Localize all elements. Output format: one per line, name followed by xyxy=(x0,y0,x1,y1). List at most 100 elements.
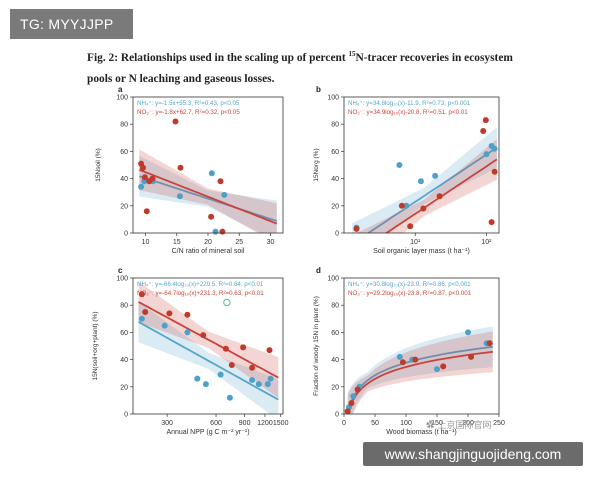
confidence-band-no3 xyxy=(347,331,493,414)
y-axis-label: 15N(soil+org+plant) (%) xyxy=(92,311,99,380)
data-point-no3 xyxy=(138,291,145,298)
confidence-band-nh4 xyxy=(352,127,497,233)
y-tick-label: 40 xyxy=(120,176,128,183)
x-tick-label: 100 xyxy=(400,420,412,427)
data-point-nh4 xyxy=(264,381,271,388)
data-point-nh4 xyxy=(434,366,440,373)
x-axis-label: C/N ratio of mineral soil xyxy=(172,248,245,255)
data-point-no3 xyxy=(208,213,215,220)
data-point-no3 xyxy=(344,408,351,415)
fit-line-nh4 xyxy=(366,146,498,233)
y-tick-label: 0 xyxy=(335,231,339,238)
data-point-nh4 xyxy=(350,393,357,400)
data-point-nh4 xyxy=(202,381,209,388)
data-point-no3 xyxy=(488,219,495,226)
plot-frame xyxy=(132,277,284,415)
open-point-nh4 xyxy=(223,298,231,307)
y-tick-label: 60 xyxy=(120,330,128,337)
data-point-nh4 xyxy=(138,183,145,190)
watermark-logo-icon: ✿ xyxy=(426,420,438,430)
x-tick-label: 25 xyxy=(235,239,243,246)
chart-panel-a: a 0 20 40 60 80 100 10 15 20 25 30 C/N ratio of mine… xyxy=(95,85,284,255)
y-tick-label: 40 xyxy=(331,357,339,364)
data-point-no3 xyxy=(398,202,405,209)
y-tick-label: 100 xyxy=(327,276,339,283)
x-tick-label: 150 xyxy=(431,420,443,427)
x-tick-label: 10 xyxy=(142,239,150,246)
data-point-no3 xyxy=(219,228,226,235)
panel-letter: a xyxy=(118,85,123,94)
data-point-no3 xyxy=(177,164,184,171)
data-point-no3 xyxy=(420,205,427,212)
data-point-no3 xyxy=(228,362,235,368)
y-tick-label: 20 xyxy=(120,203,128,210)
legend-entry-nh4: NH₄⁺: y=-66.4log₁₀(x)+220.5, R²=0.64, p<… xyxy=(137,281,264,288)
data-point-no3 xyxy=(141,174,148,181)
x-tick-label: 300 xyxy=(161,420,173,427)
panel-letter: d xyxy=(316,266,321,275)
data-point-no3 xyxy=(440,363,447,370)
data-point-nh4 xyxy=(194,375,201,382)
data-point-nh4 xyxy=(491,145,498,152)
data-point-no3 xyxy=(491,168,498,175)
chart-panel-d: d 0 20 40 60 80 100 0 50 100 150 200 250 Wood biomass… xyxy=(313,266,505,436)
data-point-no3 xyxy=(412,356,419,363)
x-tick-label: 600 xyxy=(210,420,222,427)
y-tick-label: 60 xyxy=(120,149,128,156)
data-point-nh4 xyxy=(396,162,403,168)
data-point-no3 xyxy=(486,340,493,347)
fit-group xyxy=(138,149,278,233)
fit-line-no3 xyxy=(138,168,278,225)
data-point-no3 xyxy=(354,386,361,393)
figure-title-superscript: 15 xyxy=(348,50,356,58)
plot-frame xyxy=(343,277,500,415)
x-tick-label: 30 xyxy=(267,239,275,246)
data-point-nh4 xyxy=(267,375,274,382)
data-point-no3 xyxy=(217,178,224,185)
x-tick-label: 1500 xyxy=(273,420,289,427)
x-axis-label: Annual NPP (g C m⁻² yr⁻¹) xyxy=(166,429,249,436)
chart-panel-c: c 0 20 40 60 80 100 300 600 900 1200 1500 Annual NPP… xyxy=(92,266,289,436)
source-tag: TG: MYYJJPP xyxy=(10,9,133,39)
data-point-nh4 xyxy=(483,151,490,158)
data-point-no3 xyxy=(482,117,489,124)
figure-title: Fig. 2: Relationships used in the scalin… xyxy=(87,44,527,90)
y-axis-label: 15Nsoil (%) xyxy=(95,148,102,182)
x-tick-label: 50 xyxy=(371,420,379,427)
y-tick-label: 40 xyxy=(120,357,128,364)
data-point-no3 xyxy=(480,128,487,134)
x-tick-label: 1200 xyxy=(257,420,273,427)
fit-line-nh4 xyxy=(138,321,279,401)
legend-entry-no3: NO₃⁻: y=-1.8x+62.7, R²=0.32, p<0.05 xyxy=(137,109,240,116)
x-axis-label: Wood biomass (t ha⁻¹) xyxy=(386,429,456,436)
fit-group xyxy=(138,281,279,414)
fit-line-no3 xyxy=(138,301,279,379)
data-point-nh4 xyxy=(249,377,256,383)
data-point-no3 xyxy=(142,309,149,315)
y-tick-label: 100 xyxy=(327,95,339,102)
y-tick-label: 60 xyxy=(331,330,339,337)
legend-entry-nh4: NH₄⁺: y=34.8log₁₀(x)-11.9, R²=0.73, p<0.… xyxy=(348,100,471,107)
confidence-band-nh4 xyxy=(139,155,277,233)
confidence-band-no3 xyxy=(139,149,277,233)
data-point-no3 xyxy=(172,118,179,125)
y-tick-label: 40 xyxy=(331,176,339,183)
x-axis-label: Soil organic layer mass (t ha⁻¹) xyxy=(373,248,470,255)
data-point-no3 xyxy=(407,223,414,230)
data-point-nh4 xyxy=(208,170,215,177)
watermark-logo-text: 上京国际官网 xyxy=(437,420,492,430)
x-tick-label: 0 xyxy=(342,420,346,427)
y-tick-label: 80 xyxy=(120,303,128,310)
data-point-no3 xyxy=(249,364,256,371)
x-tick-label: 20 xyxy=(204,239,212,246)
data-point-no3 xyxy=(149,175,156,182)
confidence-band-no3 xyxy=(357,139,497,233)
x-tick-label: 15 xyxy=(173,239,181,246)
data-point-nh4 xyxy=(217,371,224,378)
y-tick-label: 80 xyxy=(331,303,339,310)
data-point-nh4 xyxy=(226,394,233,401)
y-axis-label: Fraction of woody 15N in plant (%) xyxy=(313,296,320,396)
data-point-no3 xyxy=(140,164,146,171)
y-tick-label: 0 xyxy=(335,412,339,419)
